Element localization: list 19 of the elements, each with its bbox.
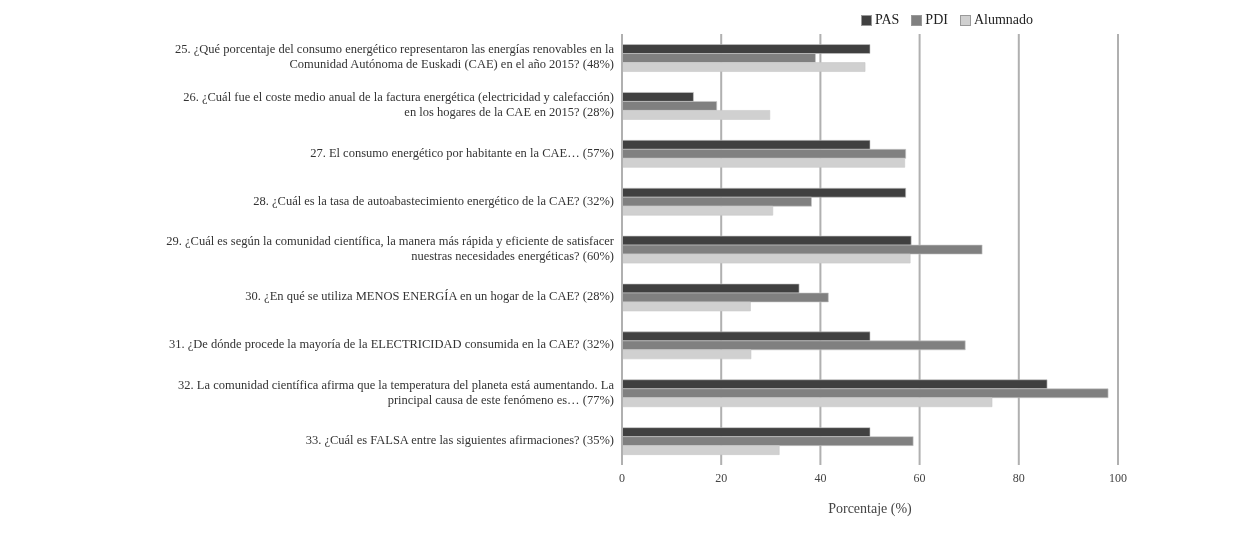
y-tick-label: 30. ¿En qué se utiliza MENOS ENERGÍA en un hogar de la CAE? (28%): [245, 289, 614, 304]
x-axis-title: Porcentaje (%): [828, 500, 913, 517]
y-tick-label: 27. El consumo energético por habitante en la CAE… (57%): [310, 145, 614, 160]
x-tick-label: 80: [1012, 470, 1025, 485]
y-tick-label: 33. ¿Cuál es FALSA entre las siguientes afirmaciones? (35%): [305, 432, 614, 447]
y-tick-label: 29. ¿Cuál es según la comunidad científica, la manera más rápida y eficiente de satisfacer nuestras necesidades energéticas? (60%): [166, 233, 615, 263]
legend-label: Alumnado: [973, 12, 1034, 28]
x-tick-label: 40: [814, 470, 827, 485]
y-tick-label: 26. ¿Cuál fue el coste medio anual de la factura energética (electricidad y calefacción) en los hogares de la CAE en 2015? (28%): [183, 90, 614, 120]
y-tick-label: 32. La comunidad científica afirma que la temperatura del planeta está aumentando. La principal causa de este fenómeno es… (77%): [178, 377, 615, 407]
legend-label: PAS: [874, 12, 900, 28]
x-tick-label: 100: [1109, 470, 1127, 485]
x-tick-label: 60: [913, 470, 926, 485]
y-tick-label: 25. ¿Qué porcentaje del consumo energético representaron las energías renovables en la Comunidad Autónoma de Euskadi (CAE) en el año 2015? (48%): [175, 42, 615, 72]
x-tick-label: 20: [715, 470, 728, 485]
y-tick-label: 28. ¿Cuál es la tasa de autoabastecimiento energético de la CAE? (32%): [253, 193, 614, 208]
x-tick-label: 0: [619, 470, 625, 485]
legend-label: PDI: [925, 12, 948, 28]
y-tick-label: 31. ¿De dónde procede la mayoría de la ELECTRICIDAD consumida en la CAE? (32%): [169, 337, 614, 352]
